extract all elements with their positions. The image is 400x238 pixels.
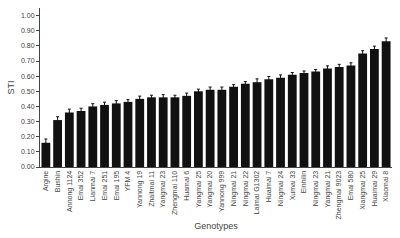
svg-text:0.40: 0.40 [21,103,35,110]
svg-text:Laimai G1302: Laimai G1302 [253,171,260,215]
svg-text:Yannong 999: Yannong 999 [218,171,226,212]
svg-text:Xiaomai 8: Xiaomai 8 [382,171,389,202]
svg-text:Zhengmai 9023: Zhengmai 9023 [335,171,343,220]
svg-text:1.00: 1.00 [21,12,35,19]
svg-text:0.30: 0.30 [21,118,35,125]
svg-text:0.90: 0.90 [21,27,35,34]
svg-text:0.50: 0.50 [21,88,35,95]
svg-text:Yangmai 23: Yangmai 23 [159,171,167,208]
svg-text:Xiangmai 25: Xiangmai 25 [359,171,367,210]
svg-text:Argine: Argine [42,171,50,191]
svg-text:0.00: 0.00 [21,163,35,170]
svg-text:Ningmai 21: Ningmai 21 [230,171,238,207]
svg-text:0.10: 0.10 [21,148,35,155]
svg-text:Yangmai 20: Yangmai 20 [206,171,214,208]
svg-text:Huamai 6: Huamai 6 [183,171,190,201]
svg-text:Einhilin: Einhilin [300,171,307,194]
svg-text:Ningmai 22: Ningmai 22 [242,171,250,207]
svg-text:Yangmai 21: Yangmai 21 [324,171,332,208]
svg-text:Genotypes: Genotypes [194,221,238,231]
svg-text:Emai 352: Emai 352 [77,171,84,201]
svg-text:Zhengmai 110: Zhengmai 110 [171,171,179,215]
svg-text:Yangmai 25: Yangmai 25 [195,171,203,208]
svg-text:Lianmai 7: Lianmai 7 [89,171,96,201]
svg-text:Huaimai 29: Huaimai 29 [371,171,378,207]
svg-text:Yannong 19: Yannong 19 [136,171,144,208]
svg-text:Emai 251: Emai 251 [101,171,108,201]
svg-text:Zhaitmai 11: Zhaitmai 11 [148,171,155,207]
svg-text:0.70: 0.70 [21,57,35,64]
svg-text:Xumai 33: Xumai 33 [289,171,296,201]
svg-text:0.60: 0.60 [21,73,35,80]
svg-text:0.20: 0.20 [21,133,35,140]
svg-text:Emai 580: Emai 580 [347,171,354,201]
svg-text:Ningmai 24: Ningmai 24 [277,171,285,207]
svg-text:Bushin: Bushin [54,171,61,193]
svg-text:Huaimai 7: Huaimai 7 [265,171,272,203]
svg-text:Emai 195: Emai 195 [113,171,120,201]
svg-text:0.80: 0.80 [21,42,35,49]
svg-text:Ningmai 23: Ningmai 23 [312,171,320,207]
svg-text:STI: STI [6,80,16,94]
svg-text:Annong 1124: Annong 1124 [66,171,74,212]
svg-text:YFM 4: YFM 4 [124,171,131,192]
